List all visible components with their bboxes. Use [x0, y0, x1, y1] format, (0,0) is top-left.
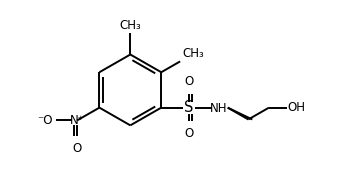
- Text: O: O: [184, 127, 194, 140]
- Text: ⁻O: ⁻O: [37, 114, 52, 127]
- Text: S: S: [184, 100, 194, 115]
- Text: OH: OH: [288, 101, 306, 114]
- Text: CH₃: CH₃: [119, 19, 141, 32]
- Text: O: O: [184, 75, 194, 88]
- Text: O: O: [73, 142, 82, 155]
- Text: CH₃: CH₃: [182, 47, 204, 60]
- Text: NH: NH: [210, 102, 227, 115]
- Text: N⁺: N⁺: [70, 114, 84, 127]
